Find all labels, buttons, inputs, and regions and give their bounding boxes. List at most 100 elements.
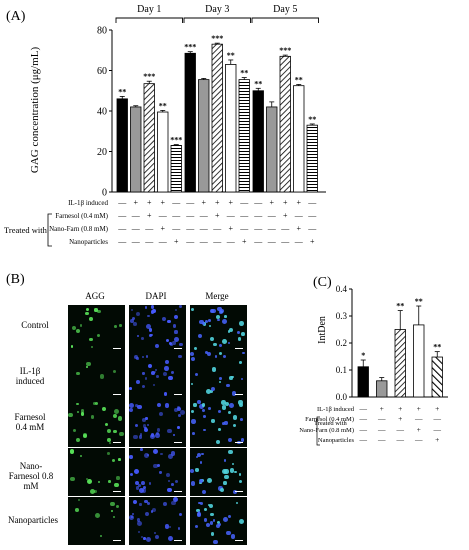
cell-dot (136, 518, 141, 523)
cell-dot (223, 459, 227, 462)
cell-dot (143, 427, 148, 432)
panel-c-significance: ** (396, 302, 404, 311)
micrograph-dapi-row-5 (129, 497, 186, 545)
panel-a-sign: — (267, 237, 277, 246)
cell-dot (193, 403, 197, 407)
panel-a-significance: ** (308, 115, 316, 124)
cell-dot (232, 423, 237, 428)
cell-dot (140, 536, 143, 539)
panel-c-significance: * (361, 351, 365, 360)
panel-c-sign: + (380, 404, 384, 413)
panel-a-sign: + (228, 198, 233, 207)
cell-dot (76, 329, 81, 334)
cell-dot (229, 468, 234, 473)
cell-dot (231, 463, 235, 466)
cell-dot (152, 383, 155, 386)
cell-dot (214, 354, 218, 358)
cell-dot (156, 375, 159, 379)
panel-a-sign: — (226, 237, 236, 246)
scale-bar (113, 539, 121, 541)
cell-dot (172, 324, 176, 328)
panel-a-bar (130, 106, 142, 193)
cell-dot (211, 367, 217, 373)
cell-dot (145, 323, 151, 329)
cell-dot (227, 514, 232, 518)
cell-dot (215, 440, 220, 445)
cell-dot (167, 536, 173, 542)
cell-dot (137, 335, 140, 338)
panel-a-sign: — (185, 211, 195, 220)
micrograph-merge-row-5 (190, 497, 247, 545)
cell-dot (195, 455, 198, 459)
panel-a-sign: + (228, 224, 233, 233)
cell-dot (145, 377, 148, 380)
panel-c-bar (394, 329, 406, 398)
cell-dot (76, 410, 80, 414)
panel-a-sign: + (147, 211, 152, 220)
cell-dot (241, 351, 245, 355)
cell-dot (179, 343, 183, 347)
cell-dot (136, 380, 141, 385)
cell-dot (144, 511, 150, 516)
cell-dot (238, 473, 242, 476)
cell-dot (198, 334, 202, 339)
cell-dot (190, 410, 194, 414)
row-label-nanoparticles: Nanoparticles (8, 515, 58, 525)
panel-a-sign: — (239, 224, 249, 233)
cell-dot (144, 426, 147, 429)
cell-dot (79, 324, 83, 327)
cell-dot (154, 370, 157, 373)
cell-dot (87, 479, 93, 484)
cell-dot (241, 332, 246, 336)
panel-c-sign: — (414, 414, 423, 423)
cell-dot (148, 482, 152, 485)
cell-dot (158, 411, 164, 417)
panel-a-sign: — (307, 198, 317, 207)
col-label-merge: Merge (205, 291, 229, 301)
cell-dot (143, 424, 147, 428)
cell-dot (142, 418, 147, 422)
cell-dot (163, 501, 168, 506)
cell-dot (130, 318, 134, 323)
panel-a-group-bracket (115, 17, 183, 23)
panel-a-sign: + (201, 198, 206, 207)
cell-dot (97, 309, 101, 314)
cell-dot (177, 426, 181, 430)
cell-dot (115, 505, 119, 509)
panel-a-sign: — (131, 211, 141, 220)
cell-dot (96, 333, 100, 338)
panel-a-ylabel: GAG concentration (μg/mL) (29, 47, 41, 174)
panel-a-bar (266, 106, 278, 193)
scale-bar (174, 490, 182, 492)
cell-dot (227, 410, 232, 415)
panel-a-y-tick-label: 20 (97, 147, 107, 158)
cell-dot (154, 532, 157, 535)
cell-dot (205, 522, 210, 528)
cell-dot (239, 418, 243, 421)
cell-dot (94, 402, 98, 406)
panel-a-significance: ** (227, 51, 235, 60)
cell-dot (201, 403, 206, 407)
panel-a-sign: — (280, 237, 290, 246)
cell-dot (129, 455, 133, 459)
cell-dot (168, 454, 173, 459)
cell-dot (164, 524, 170, 529)
cell-dot (197, 400, 202, 404)
cell-dot (108, 480, 111, 483)
panel-a-group-label: Day 3 (205, 4, 229, 15)
panel-a-significance: ** (295, 75, 303, 84)
cell-dot (137, 404, 142, 409)
panel-a-sign: — (117, 211, 127, 220)
panel-a-sign: + (174, 237, 179, 246)
cell-dot (167, 479, 170, 483)
panel-c-bar (376, 380, 388, 398)
cell-dot (112, 369, 117, 374)
cell-dot (110, 501, 115, 506)
cell-dot (199, 481, 202, 485)
cell-dot (156, 428, 161, 432)
scale-bar (174, 393, 182, 395)
panel-c-sign: — (359, 414, 368, 423)
panel-c-y-tick-label: 0.3 (336, 311, 348, 321)
cell-dot (222, 354, 226, 358)
panel-a-sign: + (242, 237, 247, 246)
